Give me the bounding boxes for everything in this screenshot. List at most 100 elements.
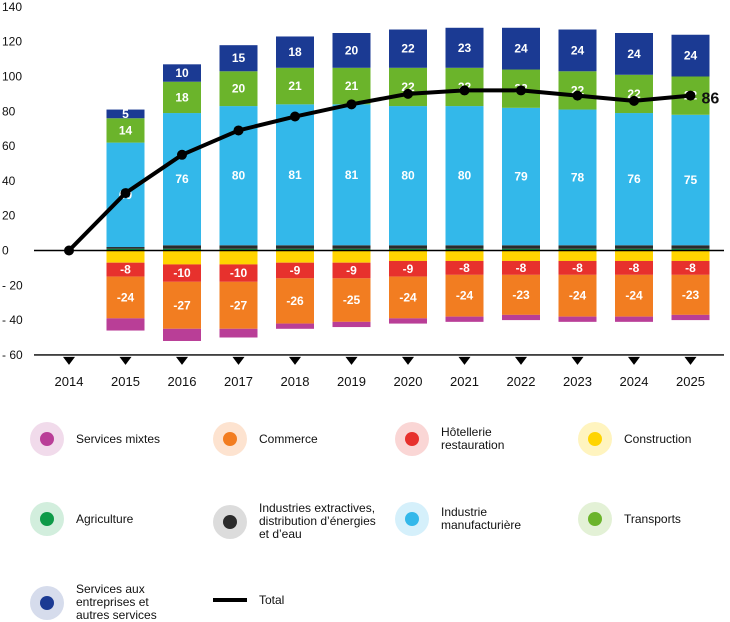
bar-segment-hotels <box>445 260 484 275</box>
y-tick-label: 0 <box>2 244 9 258</box>
bar-segment-hotels <box>671 260 710 275</box>
bar-segment-agriculture <box>558 248 597 251</box>
bar-segment-hotels <box>615 260 653 275</box>
bar-segment-agriculture <box>219 248 258 251</box>
bar-segment-services <box>163 64 201 82</box>
data-label-commerce: -25 <box>343 293 361 307</box>
data-label-commerce: -27 <box>173 298 191 312</box>
x-tick-label: 2020 <box>394 374 423 389</box>
bar-segment-mixed <box>389 318 427 324</box>
legend-swatch <box>395 502 429 536</box>
total-point <box>516 85 526 96</box>
bar-segment-services <box>219 45 258 72</box>
total-point <box>403 88 413 99</box>
bar-segment-services <box>106 109 145 119</box>
bar-segment-hotels <box>219 264 258 282</box>
bar-segment-agriculture <box>445 248 484 251</box>
bar-segment-commerce <box>445 274 484 317</box>
legend-label: Hôtellerie restauration <box>441 425 505 452</box>
data-label-hotels: -8 <box>516 261 527 275</box>
data-label-services: 24 <box>627 47 641 61</box>
legend-label: Services aux entreprises et autres servi… <box>76 582 157 622</box>
total-end-label: 86 <box>702 91 720 108</box>
data-label-services: 18 <box>288 45 302 59</box>
data-label-hotels: -8 <box>572 261 583 275</box>
legend-item-services: Services aux entreprises et autres servi… <box>30 583 157 622</box>
bar-segment-mixed <box>219 328 258 338</box>
data-label-services: 22 <box>401 42 415 56</box>
legend-item-mixed: Services mixtes <box>30 422 160 456</box>
bar-segment-construction <box>671 250 710 261</box>
x-tick-marker <box>119 356 132 365</box>
x-tick-label: 2023 <box>563 374 592 389</box>
bar-segment-services <box>332 33 371 68</box>
bar-segment-agriculture <box>332 248 371 251</box>
legend-label: Services mixtes <box>76 431 161 446</box>
bar-segment-extractives <box>389 245 427 249</box>
x-tick-marker <box>176 356 188 365</box>
bar-segment-mixed <box>615 316 653 322</box>
legend-label: Transports <box>624 511 681 526</box>
total-point <box>120 188 131 199</box>
bar-segment-construction <box>106 250 145 263</box>
bar-segment-hotels <box>558 260 597 275</box>
bar-segment-extractives <box>502 245 540 249</box>
bar-segment-industry <box>332 104 371 246</box>
x-tick-label: 2025 <box>676 374 705 389</box>
bar-segment-mixed <box>332 321 371 328</box>
bar-segment-agriculture <box>276 248 314 251</box>
bar-segment-commerce <box>615 274 653 317</box>
data-label-commerce: -24 <box>625 289 643 303</box>
legend-label: Construction <box>624 431 692 446</box>
data-label-hotels: -8 <box>120 263 131 277</box>
total-point <box>177 149 187 160</box>
data-label-services: 24 <box>514 42 528 56</box>
bar-segment-mixed <box>502 314 540 321</box>
data-label-commerce: -27 <box>230 298 248 312</box>
data-label-hotels: -8 <box>685 261 696 275</box>
data-label-services: 5 <box>122 107 129 121</box>
bar-segment-services <box>276 36 314 68</box>
bar-segment-construction <box>219 250 258 265</box>
bars-group <box>106 27 710 341</box>
data-label-hotels: -9 <box>290 264 301 278</box>
data-label-transports: 21 <box>288 79 302 93</box>
bar-segment-industry <box>615 113 653 246</box>
bar-segment-extractives <box>671 245 710 249</box>
data-label-services: 24 <box>684 49 698 63</box>
bar-segment-mixed <box>276 323 314 329</box>
data-label-services: 24 <box>571 43 585 57</box>
x-tick-label: 2021 <box>450 374 479 389</box>
bar-segment-hotels <box>502 260 540 275</box>
y-tick-label: - 40 <box>2 313 23 327</box>
y-tick-label: 100 <box>2 70 22 84</box>
x-tick-marker <box>289 356 301 365</box>
bar-labels-group: 60145-8-24761810-10-27802015-10-27812118… <box>117 41 700 313</box>
legend-item-extractives: Industries extractives, distribution d’é… <box>213 502 376 541</box>
legend-swatch <box>213 422 247 456</box>
y-tick-label: 20 <box>2 209 16 223</box>
bar-segment-construction <box>276 250 314 263</box>
bar-segment-commerce <box>332 278 371 322</box>
data-label-commerce: -24 <box>569 289 587 303</box>
y-tick-label: - 60 <box>2 348 23 362</box>
x-tick-marker <box>63 356 75 365</box>
data-label-commerce: -23 <box>512 288 530 302</box>
bar-segment-commerce <box>389 276 427 319</box>
data-label-hotels: -10 <box>230 266 248 280</box>
bar-segment-transports <box>219 71 258 107</box>
legend-item-industry: Industrie manufacturière <box>395 502 521 536</box>
y-tick-label: 140 <box>2 0 22 14</box>
x-tick-label: 2014 <box>55 374 84 389</box>
total-point <box>290 111 300 122</box>
data-label-services: 10 <box>175 66 189 80</box>
bar-segment-extractives <box>332 245 371 249</box>
y-tick-label: 80 <box>2 104 16 118</box>
bar-segment-commerce <box>163 281 201 329</box>
bar-segment-commerce <box>106 276 145 319</box>
bar-segment-extractives <box>558 245 597 249</box>
bar-segment-services <box>615 33 653 75</box>
data-label-industry: 80 <box>232 169 246 183</box>
legend-label: Commerce <box>259 431 318 446</box>
y-tick-label: 60 <box>2 139 16 153</box>
